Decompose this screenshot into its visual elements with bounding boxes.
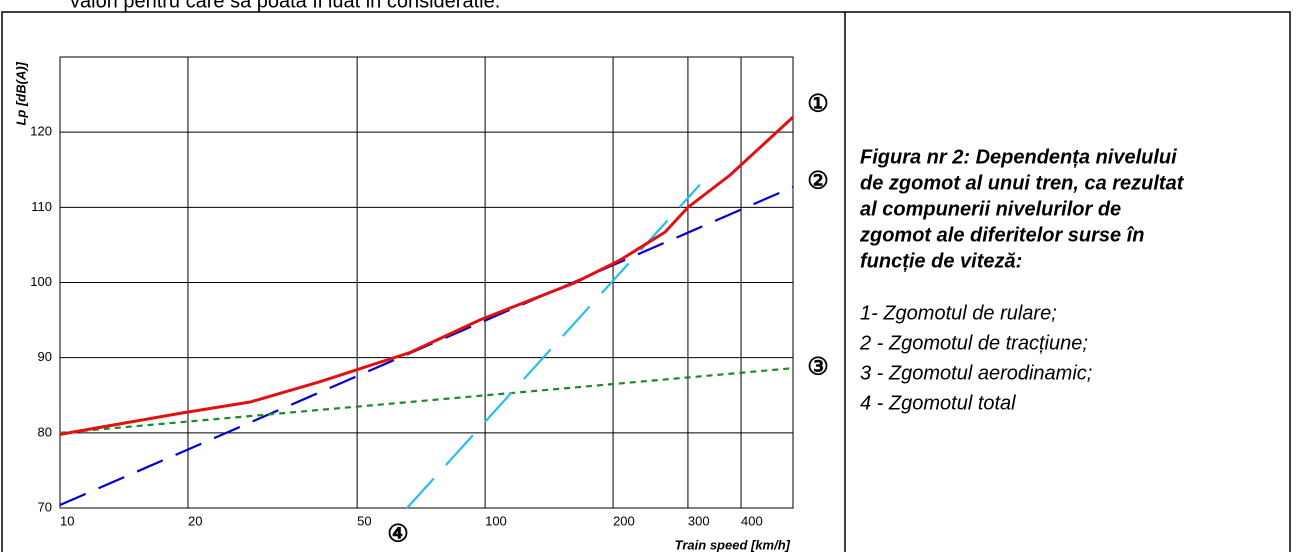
series-line [406, 184, 701, 509]
caption-title: zgomot ale diferitelor surse în [859, 224, 1145, 246]
x-tick-label: 200 [613, 513, 635, 528]
x-tick-label: 400 [741, 513, 763, 528]
caption-item: 2 - Zgomotul de tracțiune; [859, 332, 1088, 354]
x-tick-label: 300 [688, 513, 710, 528]
x-tick-label: 10 [60, 513, 74, 528]
x-axis-label: Train speed [km/h] [675, 537, 791, 552]
series-marker: ② [807, 167, 829, 194]
series-marker: ① [807, 90, 829, 117]
series-line [59, 116, 795, 436]
caption-title: de zgomot al unui tren, ca rezultat [860, 172, 1185, 194]
y-tick-label: 110 [31, 199, 52, 214]
caption-item: 4 - Zgomotul total [860, 392, 1016, 414]
header-text: valori pentru care sa poata fi luat in c… [70, 0, 500, 12]
caption-item: 3 - Zgomotul aerodinamic; [860, 362, 1092, 384]
caption-title: Figura nr 2: Dependența nivelului [860, 146, 1177, 168]
y-tick-label: 120 [30, 124, 52, 139]
series-marker: ③ [807, 353, 829, 380]
y-tick-label: 70 [38, 499, 52, 514]
caption-title: funcție de viteză: [860, 250, 1022, 272]
y-tick-label: 100 [30, 274, 52, 289]
table-border [1, 11, 1291, 552]
series-line [59, 367, 794, 434]
caption-title: al compunerii nivelurilor de [860, 198, 1121, 220]
y-tick-label: 80 [38, 424, 52, 439]
series-marker: ④ [387, 520, 409, 547]
y-tick-label: 90 [38, 349, 52, 364]
caption-item: 1- Zgomotul de rulare; [860, 302, 1057, 324]
y-axis-label: Lp [dB(A)] [13, 61, 28, 125]
x-tick-label: 100 [485, 513, 507, 528]
x-tick-label: 20 [188, 513, 202, 528]
x-tick-label: 50 [357, 513, 371, 528]
